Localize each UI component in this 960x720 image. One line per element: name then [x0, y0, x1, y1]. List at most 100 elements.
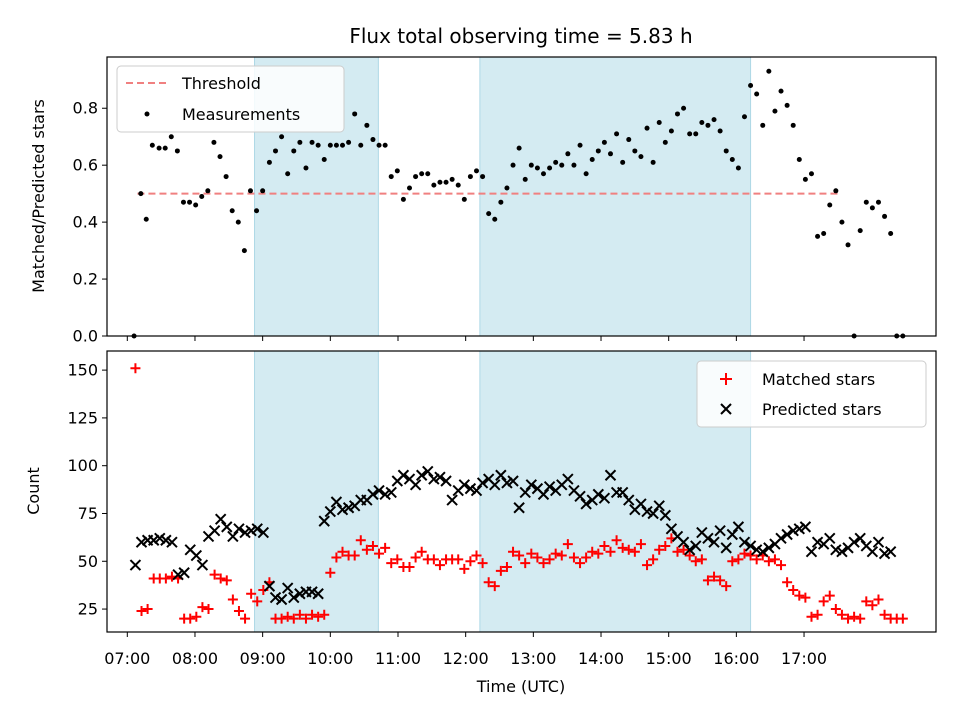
measurement-point	[388, 174, 394, 180]
measurement-point	[297, 139, 303, 145]
matched-star-point	[690, 556, 701, 567]
matched-star-point	[526, 548, 537, 559]
matched-star-point	[367, 540, 378, 551]
measurement-point	[735, 165, 741, 171]
matched-star-point	[879, 609, 890, 620]
predicted-star-point	[507, 475, 519, 487]
predicted-star-point	[714, 524, 726, 537]
measurement-point	[869, 205, 875, 211]
matched-star-point	[709, 571, 720, 582]
measurement-point	[205, 188, 211, 194]
y-tick-label: 0.6	[73, 156, 98, 175]
matched-star-point	[252, 596, 263, 607]
x-tick-label: 10:00	[307, 649, 353, 668]
measurement-point	[559, 162, 565, 168]
measurement-point	[492, 216, 498, 222]
measurement-point	[364, 122, 370, 128]
predicted-star-point	[318, 515, 330, 527]
matched-star-point	[562, 539, 573, 550]
matched-star-point	[483, 577, 494, 588]
measurement-point	[473, 168, 479, 174]
predicted-star-point	[580, 498, 592, 510]
predicted-star-point	[519, 486, 531, 499]
measurement-point	[247, 188, 253, 194]
measurement-point	[827, 202, 833, 208]
measurement-point	[370, 137, 376, 143]
matched-star-point	[867, 600, 878, 611]
measurement-point	[223, 174, 229, 180]
x-tick-label: 09:00	[240, 649, 286, 668]
matched-star-point	[575, 558, 586, 569]
measurement-point	[729, 156, 735, 162]
counts-panel: 25 50 75 100 125 150 Count Matched stars Pred…	[24, 350, 937, 637]
matched-star-point	[325, 567, 336, 578]
y-tick-label: 100	[67, 456, 98, 475]
y-tick-label: 0.2	[73, 270, 98, 289]
measurement-point	[693, 131, 699, 137]
predicted-star-point	[288, 591, 300, 604]
predicted-star-point	[635, 498, 647, 510]
measurement-point	[279, 134, 285, 140]
matched-star-point	[861, 596, 872, 607]
measurement-point	[254, 208, 260, 214]
matched-star-point	[185, 613, 196, 624]
x-axis-label: Time (UTC)	[476, 677, 565, 696]
matched-star-point	[331, 552, 342, 563]
measurement-point	[534, 165, 540, 171]
y-tick-label: 150	[67, 361, 98, 380]
predicted-star-point	[616, 486, 629, 499]
matched-star-point	[246, 588, 257, 599]
predicted-star-point	[178, 567, 190, 579]
predicted-star-point	[708, 536, 720, 548]
measurement-point	[510, 162, 516, 168]
predicted-star-point	[397, 469, 410, 481]
measurement-point	[620, 159, 626, 165]
measurement-point	[754, 91, 760, 97]
measurement-point	[662, 139, 668, 145]
measurement-point	[687, 131, 693, 137]
predicted-star-point	[690, 540, 702, 552]
matched-star-point	[544, 554, 555, 565]
ratio-legend: Threshold Measurements	[116, 65, 345, 133]
measurement-point	[528, 162, 534, 168]
matched-star-point	[806, 611, 817, 622]
matched-star-point	[410, 552, 421, 563]
x-tick-label: 07:00	[104, 649, 150, 668]
measurement-point	[845, 242, 851, 248]
matched-star-point	[203, 604, 214, 615]
predicted-star-point	[592, 488, 605, 501]
matched-star-point	[617, 542, 628, 553]
predicted-star-point	[884, 546, 897, 558]
measurement-point	[607, 151, 613, 157]
matched-star-point	[788, 584, 799, 595]
matched-star-point	[349, 550, 360, 561]
matched-star-point	[130, 363, 141, 374]
predicted-star-point	[434, 471, 446, 483]
measurement-point	[394, 168, 400, 174]
matched-star-point	[501, 562, 512, 573]
y-tick-label: 25	[78, 600, 98, 619]
x-tick-label: 08:00	[172, 649, 218, 668]
measurement-point	[540, 171, 546, 177]
counts-axes-frame	[106, 350, 937, 633]
matched-star-point	[849, 611, 860, 622]
predicted-star-point	[330, 496, 343, 508]
predicted-star-point	[659, 509, 672, 522]
measurement-point	[346, 139, 352, 145]
predicted-star-point	[312, 588, 324, 600]
measurement-point	[162, 145, 168, 151]
predicted-star-point	[373, 484, 385, 497]
matched-star-point	[550, 548, 561, 559]
x-tick-label: 13:00	[510, 649, 556, 668]
measurement-point	[138, 191, 144, 197]
measurement-point	[260, 188, 266, 194]
shaded-intervals	[254, 350, 752, 633]
measurement-point	[522, 176, 528, 182]
measurement-point	[882, 213, 888, 219]
measurement-point	[583, 171, 589, 177]
predicted-star-point	[799, 521, 812, 533]
measurement-point	[211, 139, 217, 145]
predicted-star-point	[537, 488, 550, 501]
matched-star-point	[337, 546, 348, 557]
measurement-point	[309, 139, 315, 145]
